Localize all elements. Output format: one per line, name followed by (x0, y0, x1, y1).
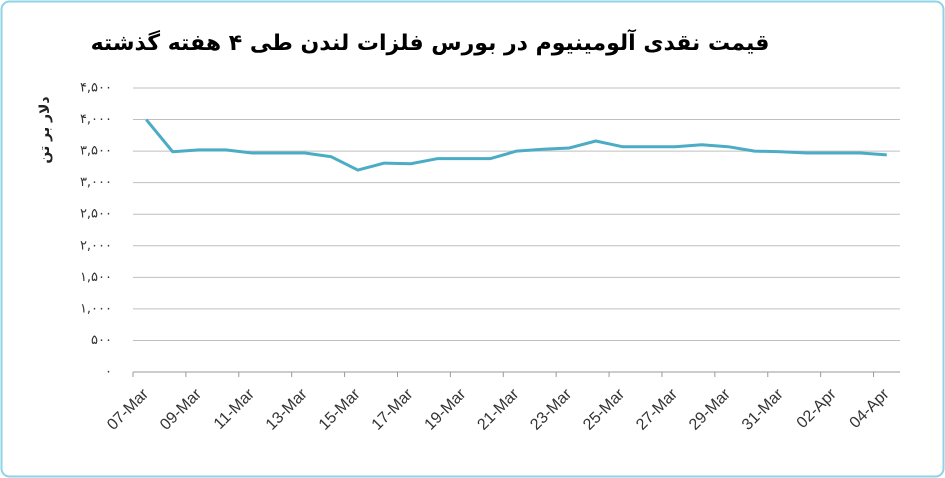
y-tick-label: ۳,۰۰۰ (80, 175, 112, 190)
y-tick-label: ۳,۵۰۰ (80, 144, 112, 159)
y-tick-label: ۲,۰۰۰ (80, 238, 112, 253)
y-tick-label: ۴,۰۰۰ (80, 112, 112, 127)
y-tick-label: ۱,۵۰۰ (80, 270, 112, 285)
chart-title: قیمت نقدی آلومینیوم در بورس فلزات لندن ط… (91, 28, 770, 56)
y-tick-label: ۵۰۰ (91, 333, 112, 348)
y-tick-label: ۱,۰۰۰ (80, 301, 112, 316)
y-tick-label: ۰ (105, 365, 112, 380)
line-series (145, 118, 887, 172)
y-axis-label: دلار بر تن (37, 96, 53, 163)
y-tick-label: ۴,۵۰۰ (80, 81, 112, 96)
y-tick-label: ۲,۵۰۰ (80, 207, 112, 222)
